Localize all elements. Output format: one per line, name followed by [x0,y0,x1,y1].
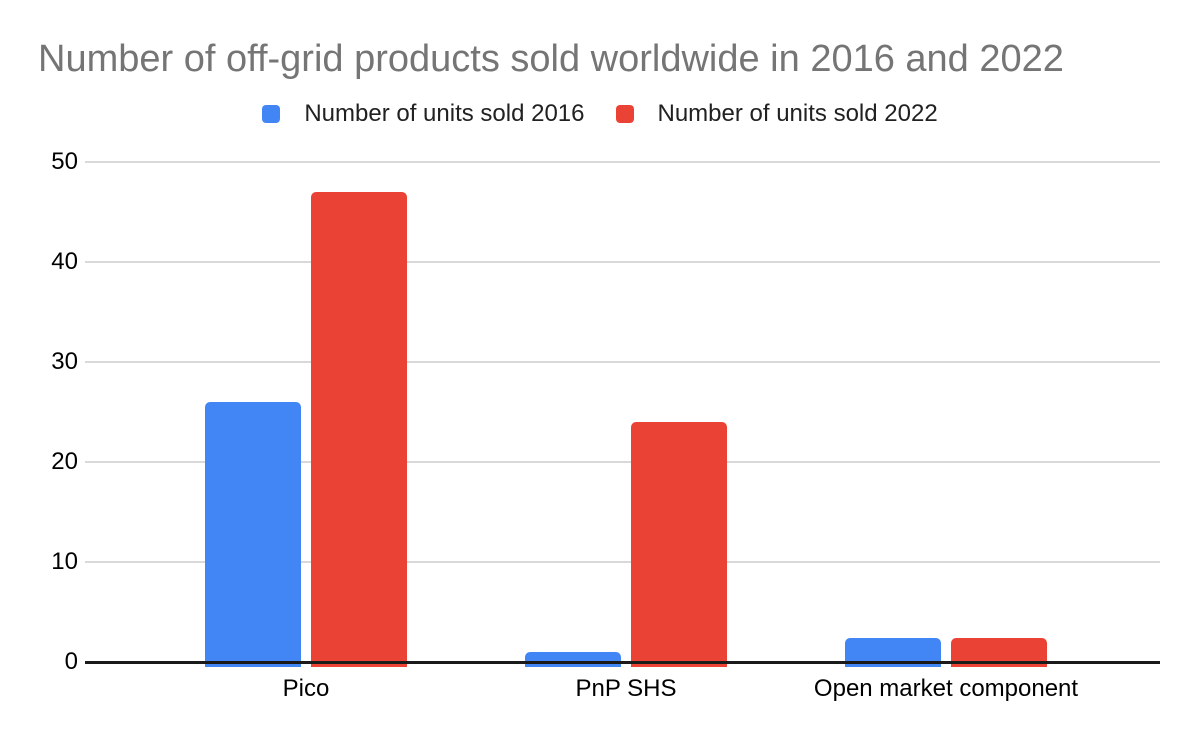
gridline-y30 [85,361,1160,363]
y-tick-label-30: 30 [51,348,78,375]
chart-title: Number of off-grid products sold worldwi… [38,38,1064,80]
y-tick-label-20: 20 [51,448,78,475]
legend-label-2022: Number of units sold 2022 [657,100,938,127]
x-category-label-3: Open market component [813,675,1079,702]
legend-item-2022: Number of units sold 2022 [615,100,938,128]
legend-item-2016: Number of units sold 2016 [262,100,585,128]
bar-pnp-shs-2022 [631,422,727,667]
legend-swatch-2022 [615,105,634,123]
gridline-y50 [85,161,1160,163]
chart-legend: Number of units sold 2016 Number of unit… [0,100,1200,128]
gridline-y20 [85,461,1160,463]
y-tick-label-40: 40 [51,248,78,275]
bar-pico-2022 [311,192,407,667]
y-tick-label-50: 50 [51,148,78,175]
gridline-y40 [85,261,1160,263]
gridline-y10 [85,561,1160,563]
y-tick-label-10: 10 [51,548,78,575]
x-axis-line [85,661,1160,664]
bar-pico-2016 [205,402,301,667]
bar-pnp-shs-2016 [525,652,621,667]
x-category-label-2: PnP SHS [575,675,677,702]
legend-label-2016: Number of units sold 2016 [304,100,585,127]
y-tick-label-0: 0 [64,648,78,675]
x-category-label-1: Pico [282,675,330,702]
legend-swatch-2016 [262,105,281,123]
